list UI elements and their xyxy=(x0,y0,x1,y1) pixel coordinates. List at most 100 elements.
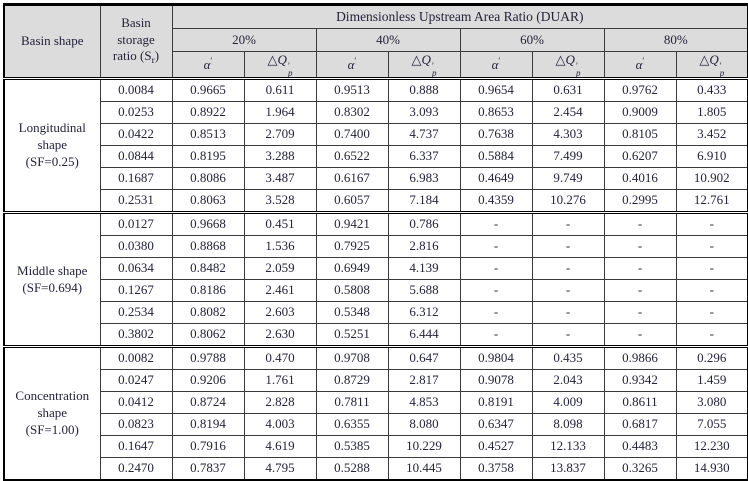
cell-value: 0.9342 xyxy=(603,369,677,392)
cell-value: 0.9762 xyxy=(603,77,677,102)
qp-subsup: ′ p xyxy=(575,61,581,78)
cell-sr: 0.0253 xyxy=(99,101,173,124)
col-header-alpha-60: α′ xyxy=(459,51,533,80)
cell-value: 2.828 xyxy=(243,391,317,414)
cell-value: 0.9668 xyxy=(171,211,245,236)
cell-value: 8.080 xyxy=(387,413,461,436)
cell-sr: 0.0634 xyxy=(99,257,173,280)
table-row: 0.0247 0.9206 1.761 0.8729 2.817 0.9078 … xyxy=(4,369,748,392)
cell-value: 0.7837 xyxy=(171,457,245,481)
cell-value: 14.930 xyxy=(675,457,748,481)
cell-sr: 0.2470 xyxy=(99,457,173,481)
cell-value: 0.9654 xyxy=(459,77,533,102)
cell-value: - xyxy=(603,301,677,324)
col-header-dq-60: △Q ′ p xyxy=(531,51,605,80)
cell-value: 0.470 xyxy=(243,345,317,370)
cell-value: - xyxy=(675,211,748,236)
qp-subsup: ′ p xyxy=(287,61,293,78)
table-row: 0.1647 0.7916 4.619 0.5385 10.229 0.4527… xyxy=(4,435,748,458)
cell-value: - xyxy=(603,257,677,280)
cell-value: 0.451 xyxy=(243,211,317,236)
cell-value: 0.8186 xyxy=(171,279,245,302)
table-row: 0.2470 0.7837 4.795 0.5288 10.445 0.3758… xyxy=(4,457,748,481)
cell-value: 3.288 xyxy=(243,145,317,168)
cell-sr: 0.0127 xyxy=(99,211,173,236)
table-row: Longitudinal shape (SF=0.25) 0.0084 0.96… xyxy=(3,77,748,213)
table-row: 0.0253 0.8922 1.964 0.8302 3.093 0.8653 … xyxy=(4,101,748,124)
cell-value: 2.059 xyxy=(243,257,317,280)
cell-sr: 0.2531 xyxy=(99,189,173,213)
cell-value: 0.5288 xyxy=(315,457,389,481)
row-group-label-middle: Middle shape (SF=0.694) xyxy=(3,211,101,347)
cell-value: 10.229 xyxy=(387,435,461,458)
cell-value: - xyxy=(531,279,605,302)
cell-value: 0.8105 xyxy=(603,123,677,146)
cell-value: 0.6057 xyxy=(315,189,389,213)
subscript-r: r xyxy=(151,55,155,66)
cell-value: 0.647 xyxy=(387,345,461,370)
cell-value: 0.8194 xyxy=(171,413,245,436)
cell-value: 0.8653 xyxy=(459,101,533,124)
cell-value: - xyxy=(531,323,605,347)
col-header-percent-40: 40% xyxy=(315,28,461,52)
cell-value: - xyxy=(459,323,533,347)
cell-value: - xyxy=(675,279,748,302)
cell-value: 0.8062 xyxy=(171,323,245,347)
cell-value: 3.528 xyxy=(243,189,317,213)
table-row: 0.1267 0.8186 2.461 0.5808 5.688 - - - - xyxy=(4,279,748,302)
cell-value: 1.964 xyxy=(243,101,317,124)
cell-value: 0.8729 xyxy=(315,369,389,392)
cell-value: 12.761 xyxy=(675,189,748,213)
cell-value: - xyxy=(675,323,748,347)
storage-line-2: storage xyxy=(117,31,155,47)
cell-value: 2.817 xyxy=(387,369,461,392)
cell-sr: 0.2534 xyxy=(99,301,173,324)
cell-value: 2.816 xyxy=(387,235,461,258)
cell-value: 10.445 xyxy=(387,457,461,481)
cell-value: 7.499 xyxy=(531,145,605,168)
cell-value: 12.230 xyxy=(675,435,748,458)
cell-value: 6.910 xyxy=(675,145,748,168)
header-row-3: α′ △Q ′ p α′ △Q ′ p α′ △Q ′ p α′ △Q ′ p xyxy=(4,51,748,80)
cell-value: - xyxy=(603,323,677,347)
cell-value: 0.4359 xyxy=(459,189,533,213)
cell-value: 0.6167 xyxy=(315,167,389,190)
table-row: 0.1687 0.8086 3.487 0.6167 6.983 0.4649 … xyxy=(4,167,748,190)
duar-table: Basin shape Basin storage ratio (Sr) Dim… xyxy=(3,3,748,481)
header-row-1: Basin shape Basin storage ratio (Sr) Dim… xyxy=(3,4,748,79)
cell-value: 10.276 xyxy=(531,189,605,213)
cell-value: 0.5348 xyxy=(315,301,389,324)
cell-value: 4.619 xyxy=(243,435,317,458)
cell-sr: 0.0082 xyxy=(99,345,173,370)
table-row: 0.0412 0.8724 2.828 0.7811 4.853 0.8191 … xyxy=(4,391,748,414)
cell-value: 0.8482 xyxy=(171,257,245,280)
cell-value: 0.7811 xyxy=(315,391,389,414)
cell-value: 0.4649 xyxy=(459,167,533,190)
table-row: Middle shape (SF=0.694) 0.0127 0.9668 0.… xyxy=(3,211,748,347)
cell-value: 3.080 xyxy=(675,391,748,414)
cell-value: 0.6817 xyxy=(603,413,677,436)
cell-value: 2.043 xyxy=(531,369,605,392)
table-body: Longitudinal shape (SF=0.25) 0.0084 0.96… xyxy=(3,77,748,481)
cell-value: 4.303 xyxy=(531,123,605,146)
cell-value: 6.312 xyxy=(387,301,461,324)
cell-value: - xyxy=(603,211,677,236)
cell-sr: 0.0380 xyxy=(99,235,173,258)
table-row: 0.2531 0.8063 3.528 0.6057 7.184 0.4359 … xyxy=(4,189,748,213)
cell-value: 6.444 xyxy=(387,323,461,347)
cell-value: 6.337 xyxy=(387,145,461,168)
cell-value: 0.296 xyxy=(675,345,748,370)
table-row: 0.3802 0.8062 2.630 0.5251 6.444 - - - - xyxy=(4,323,748,347)
cell-value: 0.9788 xyxy=(171,345,245,370)
cell-value: 0.786 xyxy=(387,211,461,236)
row-group-label-longitudinal: Longitudinal shape (SF=0.25) xyxy=(3,77,101,213)
cell-value: 0.9421 xyxy=(315,211,389,236)
cell-value: - xyxy=(531,301,605,324)
cell-value: 0.6207 xyxy=(603,145,677,168)
cell-value: 3.093 xyxy=(387,101,461,124)
qp-subsup: ′ p xyxy=(431,61,437,78)
cell-value: 4.795 xyxy=(243,457,317,481)
cell-value: 0.9708 xyxy=(315,345,389,370)
cell-value: 0.9078 xyxy=(459,369,533,392)
cell-value: 0.3758 xyxy=(459,457,533,481)
